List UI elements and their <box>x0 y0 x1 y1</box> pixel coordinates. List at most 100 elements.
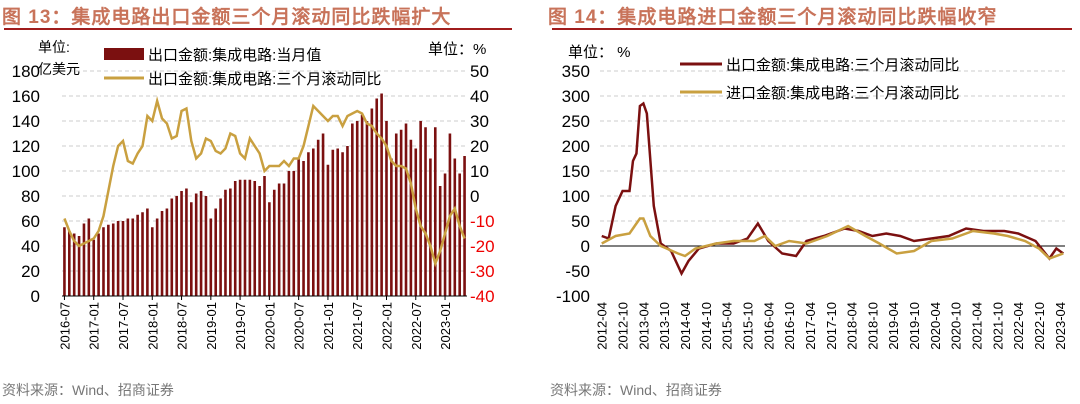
bar <box>165 208 169 296</box>
bar <box>341 152 344 296</box>
legend-label: 出口金额:集成电路:当月值 <box>148 47 321 64</box>
x-tick-label: 2014-10 <box>699 302 714 350</box>
x-tick-label: 2013-10 <box>657 302 672 350</box>
bar <box>258 186 261 296</box>
bar <box>282 183 286 296</box>
legend-label: 出口金额:集成电路:三个月滚动同比 <box>148 71 381 88</box>
bar <box>155 218 159 296</box>
bar <box>63 227 66 296</box>
y-tick-label: 50 <box>571 212 590 231</box>
bar <box>97 233 100 296</box>
left-unit-label: 亿美元 <box>38 61 80 77</box>
bar <box>229 188 232 296</box>
bar <box>404 123 408 296</box>
x-tick-label: 2013-04 <box>636 302 651 350</box>
legend-label: 出口金额:集成电路:三个月滚动同比 <box>726 57 959 74</box>
left-tick-label: 80 <box>21 187 40 206</box>
bar <box>233 181 237 296</box>
left-tick-label: 160 <box>12 87 40 106</box>
bar <box>380 93 383 296</box>
left-tick-label: 100 <box>12 162 40 181</box>
bar <box>219 198 222 296</box>
bar <box>121 221 125 296</box>
x-tick-label: 2017-07 <box>116 302 131 350</box>
x-tick-label: 2021-10 <box>990 302 1005 350</box>
bar <box>224 189 227 296</box>
bar <box>190 202 193 296</box>
x-tick-label: 2015-04 <box>720 302 735 350</box>
bar <box>458 173 461 296</box>
bar <box>185 188 188 296</box>
x-tick-label: 2012-10 <box>616 302 631 350</box>
x-tick-label: 2021-01 <box>321 302 336 350</box>
bar <box>263 176 266 296</box>
bar <box>136 214 139 296</box>
x-tick-label: 2019-10 <box>907 302 922 350</box>
y-tick-label: 250 <box>562 112 590 131</box>
right-tick-label: -40 <box>470 287 495 306</box>
y-tick-label: 350 <box>562 62 590 81</box>
bar <box>214 208 218 296</box>
bar <box>175 196 178 296</box>
bar <box>277 183 281 296</box>
bar <box>316 139 320 296</box>
right-tick-label: 30 <box>470 112 489 131</box>
bar <box>433 127 437 296</box>
bar <box>238 179 242 296</box>
bar <box>87 218 91 296</box>
bar <box>429 158 432 296</box>
line-series <box>63 96 466 268</box>
bar <box>116 221 120 296</box>
x-tick-label: 2020-07 <box>292 302 307 350</box>
right-tick-label: 20 <box>470 137 489 156</box>
bar <box>394 133 398 296</box>
left-tick-label: 120 <box>12 137 40 156</box>
x-tick-label: 2023-04 <box>1053 302 1068 350</box>
bar <box>82 223 86 296</box>
x-tick-label: 2012-04 <box>595 302 610 350</box>
bar <box>209 218 213 296</box>
x-tick-label: 2018-01 <box>145 302 160 350</box>
x-tick-label: 2017-04 <box>803 302 818 350</box>
bar <box>107 224 110 296</box>
y-tick-label: 200 <box>562 137 590 156</box>
y-tick-label: -50 <box>565 262 590 281</box>
title-rule <box>4 28 512 30</box>
y-tick-label: 300 <box>562 87 590 106</box>
bar <box>204 196 208 296</box>
bar <box>272 189 276 296</box>
x-tick-label: 2020-04 <box>928 302 943 350</box>
right-tick-label: 50 <box>470 62 489 81</box>
right-tick-label: 40 <box>470 87 489 106</box>
bar <box>424 127 427 296</box>
x-tick-label: 2021-04 <box>970 302 985 350</box>
bar <box>360 114 364 296</box>
bar <box>365 121 369 296</box>
legend-label: 进口金额:集成电路:三个月滚动同比 <box>726 85 959 102</box>
x-tick-label: 2019-01 <box>204 302 219 350</box>
right-tick-label: -20 <box>470 237 495 256</box>
bar <box>302 161 305 296</box>
left-tick-label: 0 <box>31 287 40 306</box>
left-tick-label: 180 <box>12 62 40 81</box>
bar <box>248 179 252 296</box>
bar <box>331 149 335 296</box>
right-tick-label: -10 <box>470 212 495 231</box>
left-tick-label: 60 <box>21 212 40 231</box>
bar <box>150 227 154 296</box>
bar <box>414 148 418 296</box>
title-rule <box>552 28 1072 30</box>
left-tick-label: 40 <box>21 237 40 256</box>
x-tick-label: 2017-01 <box>87 302 102 350</box>
bar <box>419 121 422 296</box>
bar <box>92 239 96 296</box>
bar <box>126 218 130 296</box>
bar <box>385 121 388 296</box>
bar <box>141 212 144 296</box>
bar <box>297 158 300 296</box>
x-tick-label: 2018-04 <box>845 302 860 350</box>
bar <box>390 158 393 296</box>
left-tick-label: 140 <box>12 112 40 131</box>
bar <box>311 148 315 296</box>
x-tick-label: 2023-01 <box>438 302 453 350</box>
